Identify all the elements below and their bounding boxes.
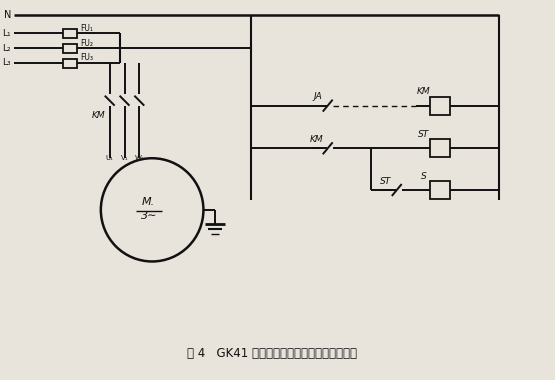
Text: S: S [421,172,426,180]
Bar [430,139,450,157]
Bar [430,97,450,114]
Text: JA: JA [314,92,322,101]
Text: U₁: U₁ [106,155,114,161]
Bar [430,181,450,199]
Bar [63,59,77,68]
Text: W₁: W₁ [134,155,144,161]
Text: FU₃: FU₃ [80,54,93,62]
Text: N: N [4,10,11,20]
Text: M.: M. [142,197,155,207]
Text: FU₂: FU₂ [80,39,93,48]
Text: 图 4   GK41 型高速封包机头控制器的改进电路: 图 4 GK41 型高速封包机头控制器的改进电路 [188,347,357,360]
Text: FU₁: FU₁ [80,24,93,33]
Bar [63,29,77,38]
Text: KM: KM [92,111,105,120]
Text: 3∼: 3∼ [141,211,158,221]
Text: L₁: L₁ [2,28,11,38]
Text: KM: KM [417,87,430,96]
Text: L₃: L₃ [2,59,11,67]
Text: ST: ST [418,130,429,139]
Text: V₁: V₁ [121,155,128,161]
Bar [63,44,77,53]
Text: ST: ST [380,177,391,185]
Text: L₂: L₂ [2,44,11,52]
Text: KM: KM [310,135,324,144]
